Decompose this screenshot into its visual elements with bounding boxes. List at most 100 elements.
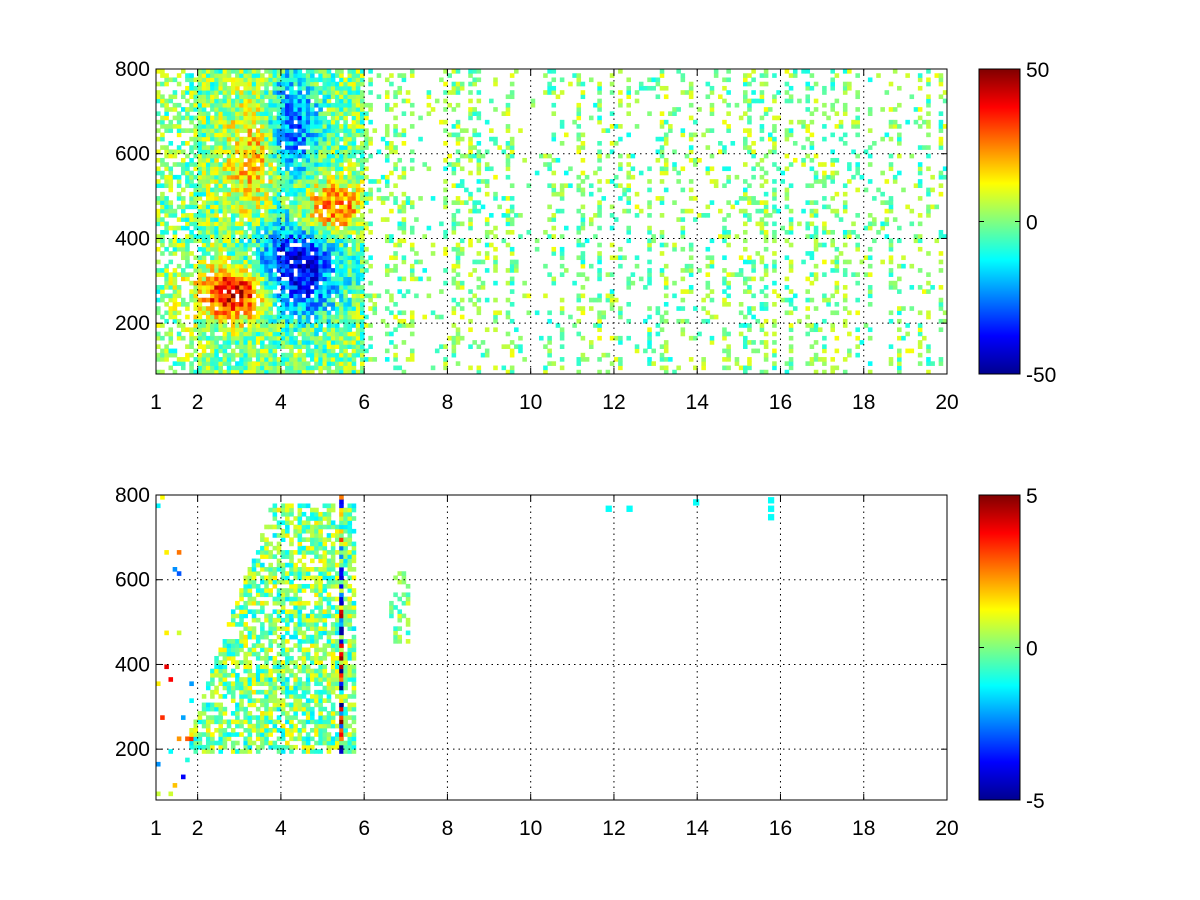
- top-heatmap-cell: [210, 306, 215, 311]
- top-heatmap-cell: [260, 174, 265, 180]
- top-heatmap-cell: [759, 174, 765, 180]
- top-heatmap-cell: [847, 234, 852, 239]
- top-heatmap-cell: [235, 361, 240, 366]
- top-heatmap-cell: [347, 128, 353, 133]
- top-heatmap-cell: [201, 69, 207, 74]
- top-heatmap-cell: [243, 187, 248, 193]
- top-heatmap-cell: [222, 259, 228, 265]
- top-heatmap-cell: [305, 107, 311, 112]
- top-heatmap-cell: [310, 90, 315, 95]
- top-heatmap-cell: [193, 314, 199, 320]
- top-heatmap-cell: [160, 174, 165, 180]
- top-heatmap-cell: [551, 225, 557, 231]
- top-heatmap-cell: [755, 200, 761, 205]
- top-heatmap-cell: [268, 335, 273, 341]
- top-heatmap-cell: [185, 73, 190, 78]
- top-heatmap-cell: [759, 81, 765, 87]
- top-heatmap-cell: [280, 238, 286, 244]
- top-heatmap-cell: [455, 246, 461, 252]
- top-heatmap-cell: [230, 132, 236, 138]
- top-heatmap-cell: [339, 331, 344, 337]
- top-heatmap-cell: [255, 369, 261, 375]
- top-heatmap-cell: [335, 183, 340, 189]
- top-heatmap-cell: [443, 280, 448, 286]
- top-heatmap-cell: [484, 352, 490, 358]
- top-heatmap-cell: [480, 259, 486, 265]
- top-heatmap-cell: [301, 306, 307, 311]
- top-heatmap-cell: [260, 365, 265, 371]
- top-heatmap-cell: [888, 107, 894, 112]
- top-heatmap-cell: [230, 335, 236, 341]
- top-heatmap-cell: [239, 196, 244, 201]
- top-heatmap-cell: [205, 242, 211, 248]
- top-heatmap-cell: [222, 369, 228, 375]
- top-heatmap-cell: [247, 136, 253, 142]
- top-heatmap-cell: [468, 208, 473, 214]
- top-heatmap-cell: [680, 331, 686, 337]
- top-heatmap-cell: [314, 340, 319, 345]
- top-heatmap-cell: [214, 268, 219, 273]
- top-heatmap-cell: [705, 293, 711, 299]
- top-heatmap-cell: [276, 149, 282, 155]
- top-heatmap-cell: [751, 153, 756, 159]
- top-heatmap-cell: [355, 73, 361, 78]
- top-heatmap-cell: [197, 136, 203, 142]
- top-heatmap-cell: [393, 352, 398, 358]
- top-heatmap-cell: [251, 111, 257, 116]
- top-heatmap-cell: [310, 242, 315, 248]
- top-heatmap-cell: [343, 318, 348, 324]
- top-heatmap-cell: [243, 200, 248, 205]
- top-heatmap-cell: [347, 221, 353, 227]
- top-heatmap-cell: [409, 124, 415, 129]
- top-heatmap-cell: [297, 77, 303, 83]
- top-heatmap-cell: [156, 157, 161, 163]
- top-heatmap-cell: [247, 187, 253, 193]
- top-heatmap-cell: [351, 196, 357, 201]
- top-heatmap-cell: [634, 263, 640, 269]
- top-heatmap-cell: [772, 191, 777, 197]
- top-heatmap-cell: [285, 335, 290, 341]
- top-heatmap-cell: [834, 280, 840, 286]
- top-heatmap-cell: [455, 272, 461, 277]
- top-heatmap-cell: [168, 242, 174, 248]
- top-heatmap-cell: [468, 153, 473, 159]
- top-heatmap-cell: [318, 306, 323, 311]
- top-heatmap-cell: [726, 352, 731, 358]
- top-heatmap-cell: [264, 225, 269, 231]
- top-heatmap-cell: [647, 225, 652, 231]
- top-heatmap-cell: [197, 85, 203, 91]
- top-heatmap-cell: [443, 204, 448, 210]
- top-heatmap-cell: [164, 98, 169, 104]
- top-heatmap-cell: [597, 225, 602, 231]
- top-heatmap-cell: [718, 234, 723, 239]
- top-heatmap-cell: [509, 229, 515, 235]
- top-heatmap-cell: [647, 242, 652, 248]
- top-heatmap-cell: [285, 145, 290, 150]
- top-heatmap-cell: [255, 238, 261, 244]
- top-heatmap-cell: [626, 225, 631, 231]
- top-heatmap-cell: [305, 208, 311, 214]
- top-heatmap-cell: [805, 314, 811, 320]
- top-heatmap-cell: [218, 196, 224, 201]
- top-heatmap-cell: [235, 128, 240, 133]
- top-heatmap-cell: [359, 196, 365, 201]
- top-heatmap-cell: [156, 179, 161, 184]
- top-heatmap-cell: [343, 327, 348, 333]
- top-heatmap-cell: [401, 255, 407, 261]
- top-heatmap-cell: [455, 242, 461, 248]
- top-heatmap-cell: [647, 246, 652, 252]
- top-heatmap-cell: [451, 166, 457, 172]
- top-heatmap-cell: [276, 119, 282, 125]
- top-heatmap-cell: [468, 344, 473, 349]
- top-heatmap-cell: [343, 102, 348, 108]
- top-heatmap-cell: [343, 213, 348, 218]
- top-heatmap-cell: [180, 323, 186, 328]
- top-heatmap-cell: [301, 166, 307, 172]
- top-heatmap-cell: [347, 204, 353, 210]
- top-heatmap-cell: [788, 73, 794, 78]
- top-heatmap-cell: [214, 310, 219, 316]
- top-heatmap-cell: [280, 335, 286, 341]
- top-heatmap-cell: [301, 111, 307, 116]
- top-heatmap-cell: [709, 340, 715, 345]
- top-heatmap-cell: [514, 213, 519, 218]
